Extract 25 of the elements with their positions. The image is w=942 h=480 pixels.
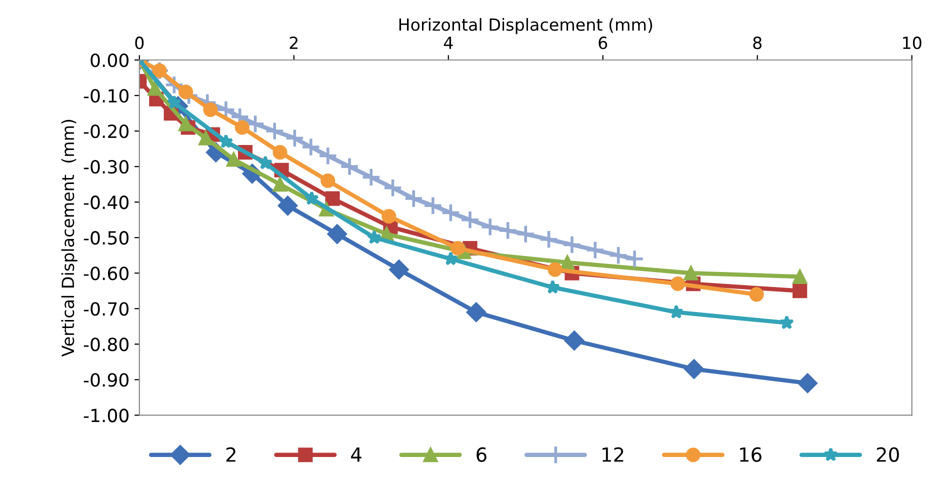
y-tick-label: -0.40 [84,196,128,210]
legend-label: 6 [476,447,486,462]
y-tick-label: -1.00 [84,408,128,422]
legend-label: 20 [876,447,899,462]
y-tick-label: -0.10 [84,88,128,103]
x-tick-label: 10 [903,36,922,50]
y-tick-label: -0.90 [84,373,128,387]
legend-label: 16 [740,447,762,462]
y-tick-label: -0.50 [84,231,128,245]
y-tick-label: -0.20 [84,124,128,138]
y-tick-label: -0.30 [84,160,128,174]
x-axis-title: Horizontal Displacement (mm) [399,18,652,34]
x-tick-label: 6 [598,36,608,50]
y-tick-label: -0.80 [84,338,128,352]
x-tick-label: 2 [290,36,298,49]
x-tick-label: 8 [753,36,762,50]
legend-label: 12 [602,447,624,462]
y-tick-label: 0.00 [90,53,128,68]
x-tick-label: 0 [135,36,144,50]
legend-label: 4 [351,448,362,462]
x-tick-label: 4 [444,36,453,49]
y-tick-label: -0.60 [84,266,128,280]
legend-label: 2 [226,447,236,462]
y-axis-title: Vertical Displacement (mm) [61,120,78,357]
y-tick-label: -0.70 [84,302,128,316]
